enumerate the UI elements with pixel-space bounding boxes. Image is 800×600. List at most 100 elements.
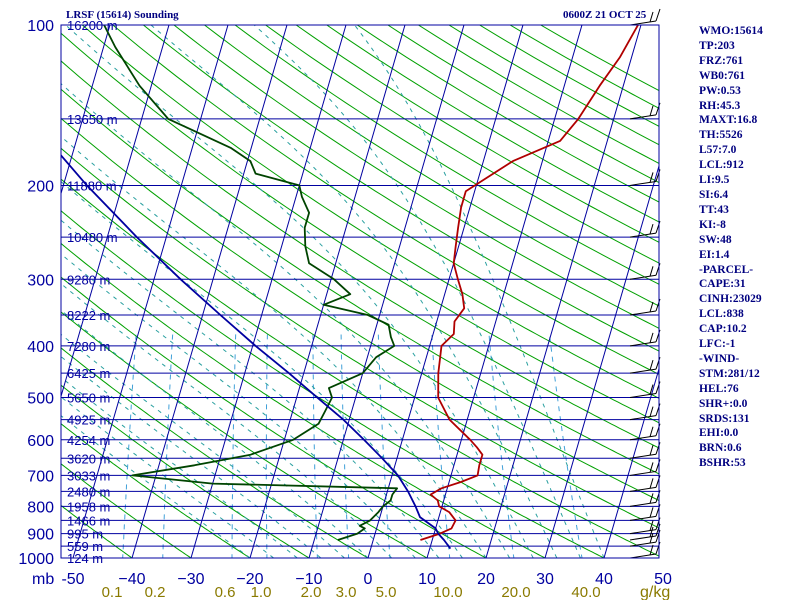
height-label: 4254 m xyxy=(67,433,110,448)
height-label: 1958 m xyxy=(67,499,110,514)
wind-barb-flag xyxy=(649,266,654,277)
pressure-tick-label: 600 xyxy=(27,433,54,450)
wind-barb-flag xyxy=(649,478,654,489)
height-label: 10480 m xyxy=(67,230,118,245)
dry-adiabat-line xyxy=(61,504,133,558)
height-label: 5650 m xyxy=(67,391,110,406)
stat-line: WB0:761 xyxy=(699,69,745,82)
dry-adiabat-line xyxy=(61,311,428,558)
temperature-tick-label: 0 xyxy=(364,571,373,588)
stat-line: EHI:0.0 xyxy=(699,427,739,440)
stat-line: LI:9.5 xyxy=(699,174,730,187)
dry-adiabat-line xyxy=(203,25,659,307)
isotherm-line xyxy=(61,25,111,196)
dry-adiabat-line xyxy=(61,347,369,558)
stat-line: SI:6.4 xyxy=(699,188,729,201)
wind-barb-staff xyxy=(629,310,657,316)
stats-panel: WMO:15614 TP:203 FRZ:761 WB0:761 PW:0.53 RH:4… xyxy=(699,24,763,471)
dry-adiabat-line xyxy=(112,25,659,375)
height-label: 3620 m xyxy=(67,451,110,466)
isobars xyxy=(61,25,659,558)
stat-line: -PARCEL- xyxy=(699,263,754,276)
height-label: 8222 m xyxy=(67,308,110,323)
stat-line: CINH:23029 xyxy=(699,293,762,306)
isotherm-line xyxy=(603,367,659,558)
wind-barb-flag xyxy=(649,426,654,437)
isotherm-line xyxy=(485,25,642,558)
stat-line: CAPE:31 xyxy=(699,278,746,291)
stat-line: MAXT:16.8 xyxy=(699,114,758,127)
mixing-ratio-label: 0.2 xyxy=(145,584,166,600)
wind-barb-staff xyxy=(629,529,657,535)
stat-line: EI:1.4 xyxy=(699,248,730,261)
height-label: 11880 m xyxy=(67,178,117,193)
dry-adiabat-line xyxy=(61,88,659,475)
pressure-tick-label: 500 xyxy=(27,391,54,408)
wind-barb-staff xyxy=(629,541,657,547)
pressure-tick-label: 800 xyxy=(27,499,54,516)
wind-barb-flag xyxy=(649,520,654,531)
mixing-ratio-label: 10.0 xyxy=(433,584,462,600)
wind-barb-staff xyxy=(629,415,657,421)
wind-barb-staff xyxy=(629,553,657,559)
wind-barb-flag xyxy=(649,462,654,473)
pressure-unit-label: mb xyxy=(32,571,54,588)
stat-line: BRN:0.6 xyxy=(699,442,742,455)
height-label: 995 m xyxy=(67,527,103,542)
dry-adiabat-line xyxy=(173,25,659,329)
temperature-tick-label: 40 xyxy=(595,571,613,588)
stat-line: HEL:76 xyxy=(699,382,739,395)
temperature-tick-label: −20 xyxy=(236,571,263,588)
mixing-ratio-label: 0.1 xyxy=(102,584,123,600)
chart-title: LRSF (15614) Sounding xyxy=(66,9,179,21)
stat-line: LFC:-1 xyxy=(699,338,736,351)
dry-adiabat-line xyxy=(61,32,659,424)
wind-barb-staff xyxy=(629,274,657,280)
temperature-tick-label: 20 xyxy=(477,571,495,588)
isotherm-line xyxy=(131,25,288,558)
wind-barb-staff xyxy=(629,368,657,374)
temperature-tick-label: -50 xyxy=(61,571,84,588)
dry-adiabat-line xyxy=(61,117,659,502)
stat-line: WMO:15614 xyxy=(699,25,763,37)
isotherm-line xyxy=(544,164,659,558)
wind-barb-flag xyxy=(649,445,654,456)
isotherm-line xyxy=(426,25,583,558)
temperature-tick-label: 10 xyxy=(418,571,436,588)
wind-barb-flag xyxy=(649,493,654,504)
mixing-ratio-label: 3.0 xyxy=(336,584,357,600)
dry-adiabat-line xyxy=(61,210,606,558)
stat-line: SRDS:131 xyxy=(699,412,750,425)
pressure-tick-label: 1000 xyxy=(18,551,54,568)
isotherm-line xyxy=(190,25,347,558)
wind-barb-flag xyxy=(649,544,654,556)
wind-barb-flag xyxy=(649,507,654,518)
pressure-tick-label: 700 xyxy=(27,468,54,485)
stat-line: FRZ:761 xyxy=(699,54,744,67)
mixing-ratio-label: 0.6 xyxy=(215,584,236,600)
wind-barb-flag xyxy=(649,11,654,23)
dry-adiabat-line xyxy=(264,25,659,264)
stat-line: TT:43 xyxy=(699,203,729,216)
stat-line: CAP:10.2 xyxy=(699,323,747,336)
stat-line: L57:7.0 xyxy=(699,144,737,157)
moist-adiabat-line xyxy=(150,25,558,558)
dry-adiabat-line xyxy=(61,384,310,558)
pressure-tick-label: 200 xyxy=(27,178,54,195)
wind-barb-staff xyxy=(629,232,657,238)
isotherm-line xyxy=(249,25,406,558)
moist-adiabat-line xyxy=(61,253,416,558)
wind-barb-flag xyxy=(649,301,654,313)
height-label: 7280 m xyxy=(67,339,110,354)
dry-adiabat-line xyxy=(61,147,659,529)
temperature-tick-label: −10 xyxy=(295,571,322,588)
height-label: 13650 m xyxy=(67,112,118,127)
pressure-tick-label: 400 xyxy=(27,339,54,356)
wind-barb-flag xyxy=(649,105,654,117)
wind-barb-flag xyxy=(649,384,654,395)
stat-line: PW:0.53 xyxy=(699,84,741,97)
height-label: 9280 m xyxy=(67,272,110,287)
stat-line: KI:-8 xyxy=(699,218,726,231)
mixing-ratio-unit-label: g/kg xyxy=(640,584,670,600)
